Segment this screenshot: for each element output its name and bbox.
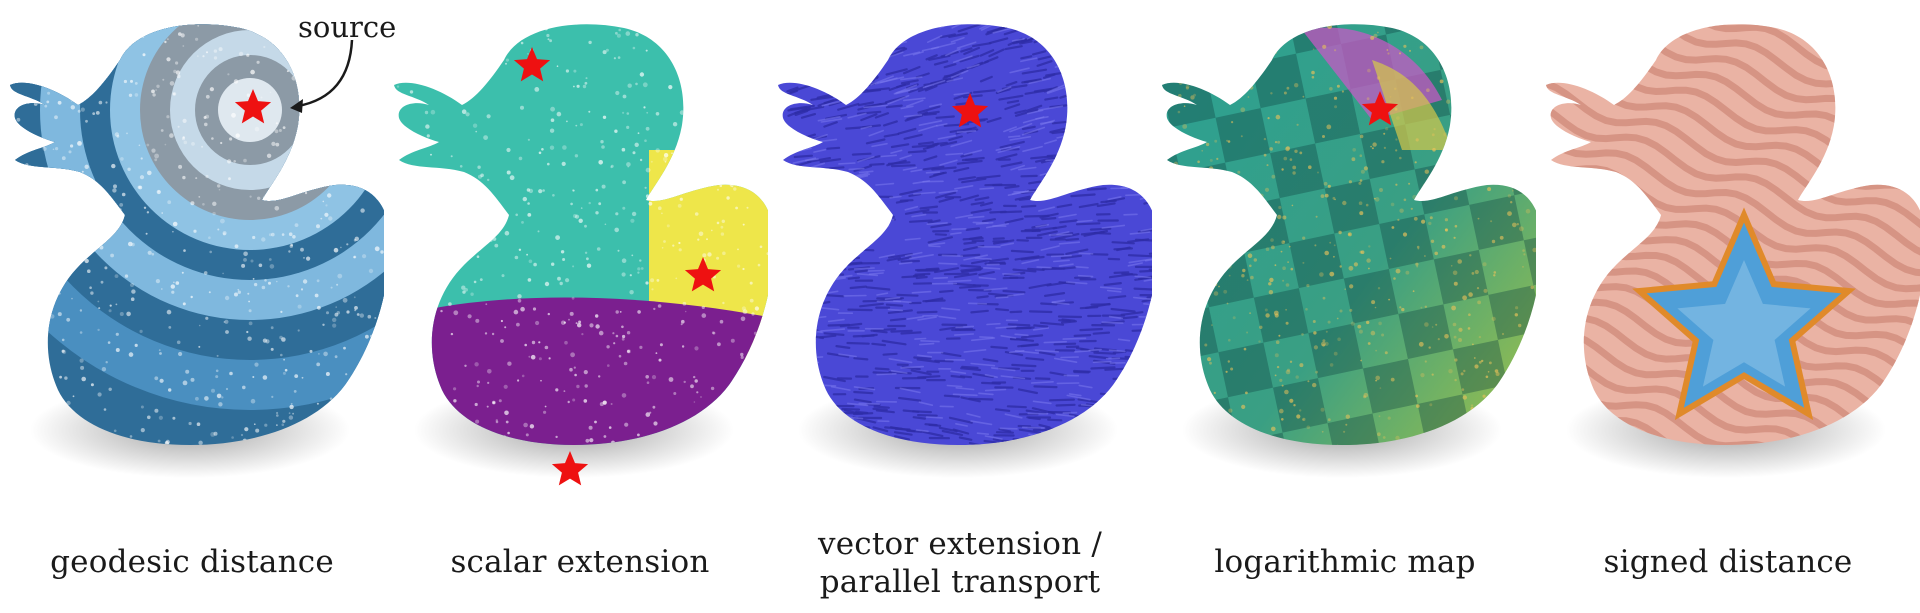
vector-star	[951, 93, 989, 128]
source-arrow	[297, 39, 354, 108]
caption-scalar-extension: scalar extension	[450, 544, 710, 580]
scalar-star-bottom	[551, 451, 589, 486]
caption-logarithmic-map: logarithmic map	[1214, 544, 1476, 580]
scalar-star-right	[684, 257, 722, 292]
caption-signed-distance: signed distance	[1603, 544, 1853, 580]
caption-geodesic-distance: geodesic distance	[50, 544, 334, 580]
source-arrow-head	[290, 99, 303, 113]
duck-geodesic-distance	[10, 24, 384, 478]
logmap-star	[1361, 91, 1399, 126]
source-label: source	[298, 10, 397, 44]
duck-vector-extension	[778, 24, 1152, 478]
scalar-star-top	[513, 47, 551, 82]
duck-signed-distance	[1546, 24, 1920, 478]
duck-scalar-extension	[394, 24, 768, 486]
signed-distance-star-inner	[1677, 260, 1811, 387]
caption-vector-extension: vector extension / parallel transport	[818, 526, 1102, 600]
duck-logarithmic-map	[1162, 24, 1536, 478]
source-star	[234, 89, 272, 124]
